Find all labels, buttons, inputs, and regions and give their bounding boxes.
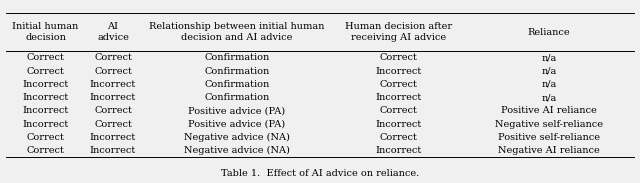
Text: Correct: Correct	[27, 133, 65, 142]
Text: Positive self-reliance: Positive self-reliance	[498, 133, 600, 142]
Text: Correct: Correct	[27, 146, 65, 155]
Text: Incorrect: Incorrect	[90, 80, 136, 89]
Text: Relationship between initial human
decision and AI advice: Relationship between initial human decis…	[149, 22, 324, 42]
Text: n/a: n/a	[541, 93, 557, 102]
Text: Correct: Correct	[380, 107, 417, 115]
Text: AI
advice: AI advice	[97, 22, 129, 42]
Text: Correct: Correct	[27, 67, 65, 76]
Text: Negative advice (NA): Negative advice (NA)	[184, 133, 290, 142]
Text: Confirmation: Confirmation	[204, 93, 269, 102]
Text: Negative self-reliance: Negative self-reliance	[495, 120, 603, 129]
Text: Positive advice (PA): Positive advice (PA)	[188, 107, 285, 115]
Text: Correct: Correct	[380, 53, 417, 62]
Text: Incorrect: Incorrect	[22, 80, 68, 89]
Text: Negative advice (NA): Negative advice (NA)	[184, 146, 290, 155]
Text: Correct: Correct	[94, 120, 132, 129]
Text: Positive advice (PA): Positive advice (PA)	[188, 120, 285, 129]
Text: Confirmation: Confirmation	[204, 67, 269, 76]
Text: Correct: Correct	[94, 67, 132, 76]
Text: Incorrect: Incorrect	[22, 93, 68, 102]
Text: Correct: Correct	[380, 133, 417, 142]
Text: Incorrect: Incorrect	[22, 107, 68, 115]
Text: Positive AI reliance: Positive AI reliance	[501, 107, 597, 115]
Text: Human decision after
receiving AI advice: Human decision after receiving AI advice	[345, 22, 452, 42]
Text: Negative AI reliance: Negative AI reliance	[498, 146, 600, 155]
Text: Incorrect: Incorrect	[90, 93, 136, 102]
Text: Correct: Correct	[27, 53, 65, 62]
Text: Incorrect: Incorrect	[22, 120, 68, 129]
Text: Incorrect: Incorrect	[375, 146, 422, 155]
Text: Incorrect: Incorrect	[375, 120, 422, 129]
Text: Incorrect: Incorrect	[375, 67, 422, 76]
Text: Correct: Correct	[380, 80, 417, 89]
Text: Table 1.  Effect of AI advice on reliance.: Table 1. Effect of AI advice on reliance…	[221, 169, 419, 178]
Text: Correct: Correct	[94, 107, 132, 115]
Text: Confirmation: Confirmation	[204, 53, 269, 62]
Text: Confirmation: Confirmation	[204, 80, 269, 89]
Text: Incorrect: Incorrect	[90, 146, 136, 155]
Text: Correct: Correct	[94, 53, 132, 62]
Text: n/a: n/a	[541, 67, 557, 76]
Text: Incorrect: Incorrect	[90, 133, 136, 142]
Text: n/a: n/a	[541, 80, 557, 89]
Text: Reliance: Reliance	[527, 27, 570, 37]
Text: Initial human
decision: Initial human decision	[12, 22, 79, 42]
Text: Incorrect: Incorrect	[375, 93, 422, 102]
Text: n/a: n/a	[541, 53, 557, 62]
